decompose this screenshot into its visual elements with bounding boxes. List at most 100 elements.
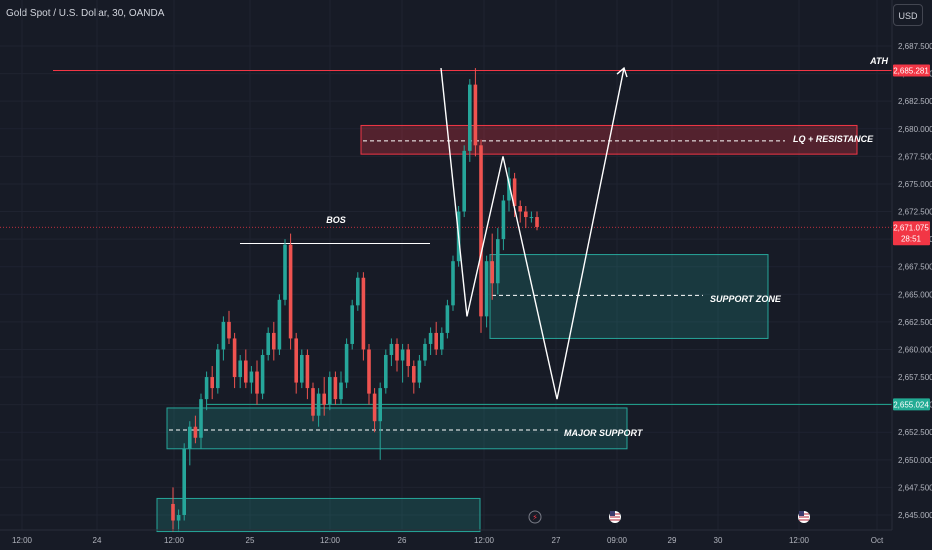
chart-title: Gold Spot / U.S. Dollar, 30, OANDA [6, 8, 165, 19]
time-axis: 12:00 24 12:00 25 12:00 26 12:00 27 09:00 29 30 12:… [0, 529, 892, 545]
candle [244, 360, 248, 383]
time-tick-label: 29 [668, 536, 677, 545]
candle [272, 332, 276, 350]
candle [322, 393, 326, 405]
candle [384, 354, 388, 389]
price-tick-label: 2,660.000 [898, 345, 932, 354]
support-price-label-text: 2,655.024 [893, 400, 929, 409]
current-price-label-text: 2,671.075 [893, 223, 929, 232]
candle [249, 371, 254, 383]
candle [406, 349, 410, 367]
candle [400, 349, 405, 361]
current-price-label: 2,671.075 28:51 [893, 221, 930, 246]
major-support-zone[interactable] [166, 407, 628, 450]
levels-layer [0, 69, 892, 405]
currency-button[interactable]: USD [893, 4, 923, 26]
candle [479, 145, 483, 317]
lower-support-zone[interactable] [156, 497, 481, 533]
candle [344, 343, 349, 383]
time-tick-label: 25 [246, 536, 255, 545]
ath-price-label-bg [893, 64, 930, 77]
price-tick-label: 2,645.000 [898, 511, 932, 520]
candle [428, 332, 433, 344]
candle [283, 244, 287, 300]
candle [423, 343, 427, 361]
candle [361, 277, 366, 350]
lightning-glyph: ⚡ [532, 513, 538, 522]
time-tick-label: Oct [871, 536, 884, 545]
candle [412, 366, 416, 383]
price-tick-label: 2,665.000 [898, 290, 932, 299]
candle [484, 261, 489, 317]
candle [277, 299, 282, 350]
time-tick-label: 12:00 [164, 536, 185, 545]
candle [490, 261, 494, 284]
candle [389, 343, 394, 355]
candle [367, 349, 371, 394]
candle [210, 377, 214, 389]
candle [395, 343, 399, 361]
ath-price-label: 2,685.281 [893, 64, 930, 77]
candle [451, 261, 455, 306]
candle [333, 377, 338, 400]
candle [204, 377, 209, 400]
flag-canton [610, 511, 615, 516]
candle [434, 332, 438, 350]
lightning-event-icon[interactable] [528, 510, 542, 524]
candle [339, 382, 343, 400]
price-tick-label: 2,682.500 [898, 97, 932, 106]
countdown-text: 28:51 [901, 234, 922, 243]
candle [193, 426, 198, 438]
candle [501, 200, 506, 240]
candle [199, 399, 203, 438]
projection-arrowhead [616, 66, 628, 78]
price-tick-label: 2,677.500 [898, 152, 932, 161]
support-zone[interactable] [489, 254, 769, 339]
candle [512, 178, 517, 207]
candle [356, 277, 360, 306]
candle [255, 371, 259, 394]
candle [182, 448, 186, 515]
candle [266, 332, 270, 355]
candle [260, 354, 265, 394]
projection-path[interactable] [440, 67, 625, 400]
candle [300, 354, 304, 383]
candle [507, 178, 511, 201]
price-tick-label: 2,662.500 [898, 318, 932, 327]
candle [529, 217, 534, 219]
zones-layer [156, 124, 858, 533]
candle [462, 150, 466, 212]
time-tick-label: 24 [93, 536, 102, 545]
time-tick-label: 09:00 [607, 536, 628, 545]
time-tick-label: 12:00 [474, 536, 495, 545]
us-flag-event-icon[interactable] [798, 511, 810, 523]
price-axis: 2,687.5002,685.0002,682.5002,680.0002,67… [891, 0, 932, 530]
candle [294, 338, 298, 383]
candle [188, 426, 192, 449]
candle [350, 305, 354, 344]
us-flag-event-icon[interactable] [609, 511, 621, 523]
price-tick-label: 2,647.500 [898, 483, 932, 492]
candle [171, 503, 175, 521]
candle [176, 515, 181, 521]
candle [311, 388, 315, 416]
candles-layer [171, 68, 539, 532]
price-tick-label: 2,687.500 [898, 42, 932, 51]
candle [445, 305, 450, 333]
lq-resistance-label: LQ + RESISTANCE [793, 134, 874, 144]
candle [524, 211, 528, 218]
candle [535, 217, 539, 227]
time-tick-label: 12:00 [789, 536, 810, 545]
support-price-label: 2,655.024 [893, 398, 930, 411]
candle [227, 321, 231, 339]
price-tick-label: 2,652.500 [898, 428, 932, 437]
event-icons-layer: ⚡ [528, 510, 810, 524]
candle [496, 239, 500, 284]
candle [305, 354, 310, 389]
time-tick-label: 27 [552, 536, 561, 545]
candle [473, 84, 478, 146]
price-tick-label: 2,675.000 [898, 180, 932, 189]
candle [232, 338, 237, 378]
price-tick-label: 2,657.500 [898, 373, 932, 382]
